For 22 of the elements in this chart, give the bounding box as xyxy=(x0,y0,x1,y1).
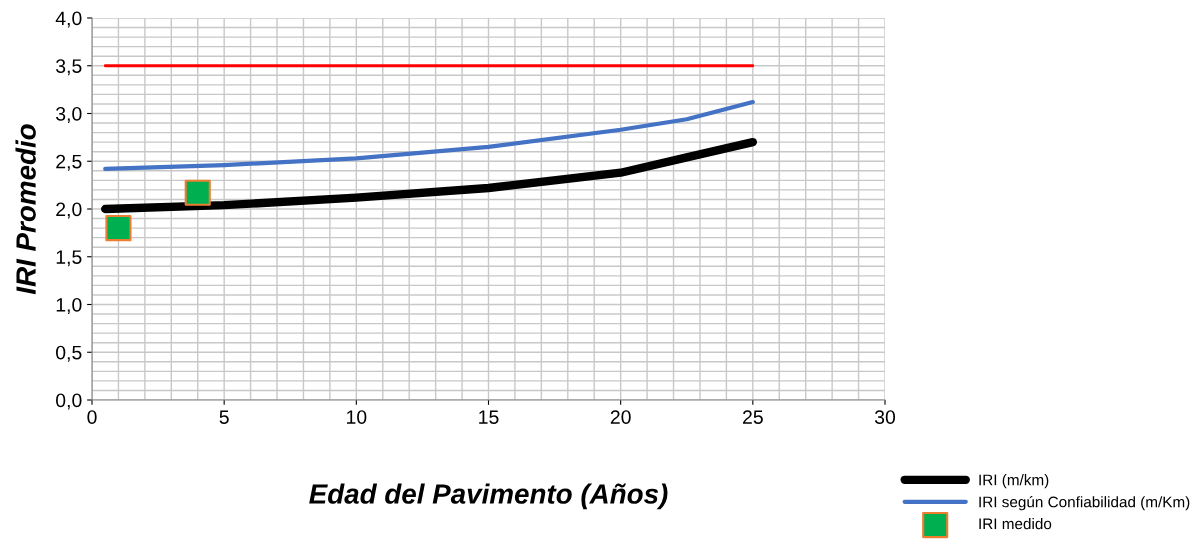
y-tick-label: 1,0 xyxy=(56,297,82,315)
y-tick-label: 2,5 xyxy=(56,154,82,171)
x-tick-label: 10 xyxy=(347,410,367,424)
y-axis-title: IRI Promedio xyxy=(15,124,36,295)
line-series xyxy=(103,99,755,171)
y-tick-label: 3,0 xyxy=(55,106,82,124)
x-tick-label: 30 xyxy=(874,410,896,424)
y-tick-label: 2,0 xyxy=(56,202,82,219)
y-tick-label: 4,0 xyxy=(55,11,82,28)
y-tick-label: 0,5 xyxy=(56,345,82,362)
x-tick-label: 15 xyxy=(479,410,499,424)
legend-label: IRI medido xyxy=(979,518,1052,530)
x-tick-label: 20 xyxy=(610,410,631,424)
x-axis-title: Edad del Pavimento (Años) xyxy=(309,483,668,510)
legend-label: IRI según Confiabilidad (m/Km) xyxy=(979,495,1190,511)
x-tick-label: 5 xyxy=(219,410,229,424)
x-tick-label: 25 xyxy=(743,410,763,424)
y-tick-label: 0,0 xyxy=(56,393,82,410)
y-tick-label: 1,5 xyxy=(56,250,82,267)
legend-label: IRI (m/km) xyxy=(979,474,1049,489)
y-tick-label: 3,5 xyxy=(55,59,82,76)
x-tick-label: 0 xyxy=(87,410,97,424)
